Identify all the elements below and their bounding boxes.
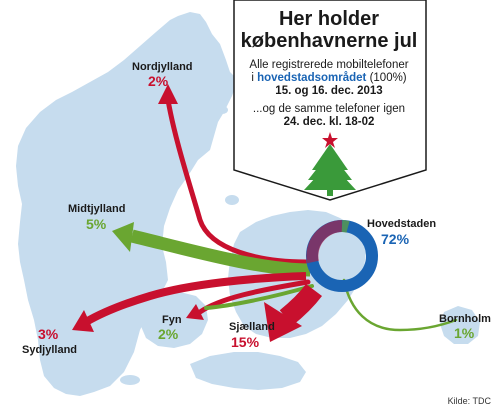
arrowhead-midtjylland <box>112 222 134 252</box>
title-line-2: københavnerne jul <box>240 30 418 52</box>
highlight-hovedstadsomraadet: hovedstadsområdet <box>257 72 367 84</box>
label-bornholm-pct: 1% <box>454 325 475 341</box>
label-sjaelland-pct: 15% <box>231 334 260 350</box>
label-midtjylland-name: Midtjylland <box>68 203 126 215</box>
info-box <box>233 0 427 201</box>
land-islet-3 <box>120 375 140 385</box>
arrowhead-sydjylland <box>72 310 94 332</box>
arrowhead-fyn <box>186 304 204 320</box>
label-sjaelland-name: Sjælland <box>229 321 275 333</box>
label-hovedstaden-pct: 72% <box>381 231 410 247</box>
label-fyn-name: Fyn <box>162 314 182 326</box>
christmas-tree-icon <box>304 132 356 196</box>
arrow-nordjylland <box>165 97 309 265</box>
label-hovedstaden-name: Hovedstaden <box>367 218 437 230</box>
label-nordjylland-name: Nordjylland <box>132 61 193 73</box>
land-islet-1 <box>216 106 228 114</box>
hovedstaden-ring <box>306 220 378 292</box>
land-bornholm <box>440 306 480 344</box>
arrow-sydjylland <box>83 272 307 326</box>
land-lolland <box>190 352 306 390</box>
label-nordjylland-pct: 2% <box>148 73 169 89</box>
arrow-sjaelland <box>279 283 322 326</box>
label-sydjylland-pct: 3% <box>38 326 59 342</box>
title: Her holder københavnerne jul <box>229 8 429 52</box>
arrowhead-nordjylland <box>158 84 178 104</box>
subtitle-line-3: 15. og 16. dec. 2013 <box>275 85 383 97</box>
label-fyn-pct: 2% <box>158 326 179 342</box>
label-bornholm-name: Bornholm <box>439 313 491 325</box>
flow-arrows <box>72 84 458 342</box>
label-midtjylland-pct: 5% <box>86 216 107 232</box>
subtitle-line-4: ...og de samme telefoner igen <box>252 103 406 115</box>
title-line-1: Her holder <box>278 8 380 30</box>
land-jutland <box>16 12 238 396</box>
subtitle-line-1: Alle registrerede mobiltelefoner <box>249 59 409 71</box>
info-box-text: Her holder københavnerne jul Alle regist… <box>229 0 429 129</box>
land-fyn <box>140 292 208 348</box>
label-sydjylland-name: Sydjylland <box>22 344 78 356</box>
subtitle-line-5: 24. dec. kl. 18-02 <box>283 116 375 128</box>
source-credit: Kilde: TDC <box>447 396 491 406</box>
arrow-bornholm <box>342 278 458 332</box>
arrow-fyn-green <box>204 284 314 310</box>
subtitle-line-2: i hovedstadsområdet (100%) <box>229 72 429 85</box>
arrowhead-sjaelland <box>264 302 302 342</box>
arrow-midtjylland <box>130 229 311 277</box>
subtitle-line-2-post: (100%) <box>366 72 407 84</box>
star-icon <box>322 132 338 148</box>
land-islet-2 <box>225 195 239 205</box>
subtitle-line-2-pre: i <box>251 72 258 84</box>
